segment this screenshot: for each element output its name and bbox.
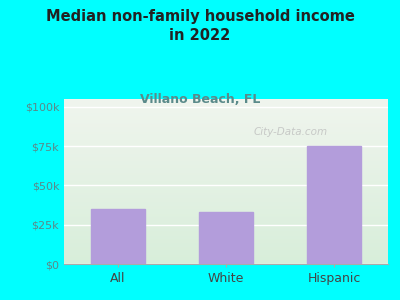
Bar [199, 212, 253, 264]
Bar [91, 209, 145, 264]
Text: Median non-family household income
in 2022: Median non-family household income in 20… [46, 9, 354, 43]
Text: City-Data.com: City-Data.com [254, 127, 328, 137]
Bar [307, 146, 361, 264]
Text: Villano Beach, FL: Villano Beach, FL [140, 93, 260, 106]
